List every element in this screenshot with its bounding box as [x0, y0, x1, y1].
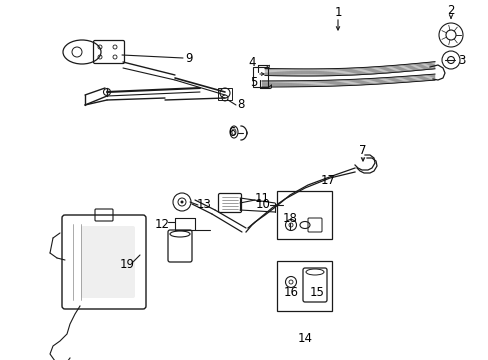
Text: 7: 7	[359, 144, 366, 157]
Text: 19: 19	[119, 258, 134, 271]
Bar	[252, 67, 267, 87]
Text: 6: 6	[228, 126, 235, 139]
Text: 15: 15	[309, 285, 324, 298]
Text: 1: 1	[334, 5, 341, 18]
Text: 9: 9	[185, 51, 192, 64]
Text: 10: 10	[255, 198, 270, 211]
Text: 18: 18	[282, 211, 297, 225]
Text: 14: 14	[297, 332, 312, 345]
Circle shape	[103, 89, 110, 95]
Bar	[276, 191, 331, 239]
Circle shape	[180, 201, 183, 203]
Text: 2: 2	[447, 4, 454, 17]
Text: 3: 3	[457, 54, 465, 67]
Bar	[218, 88, 231, 100]
Text: 13: 13	[196, 198, 211, 211]
Text: 17: 17	[320, 174, 335, 186]
Text: 16: 16	[283, 285, 298, 298]
FancyBboxPatch shape	[81, 226, 135, 298]
Text: 4: 4	[248, 57, 255, 69]
Text: 12: 12	[154, 219, 169, 231]
Text: 11: 11	[254, 192, 269, 204]
Bar	[276, 261, 331, 311]
Text: 5: 5	[250, 76, 257, 89]
Text: 8: 8	[237, 99, 244, 112]
